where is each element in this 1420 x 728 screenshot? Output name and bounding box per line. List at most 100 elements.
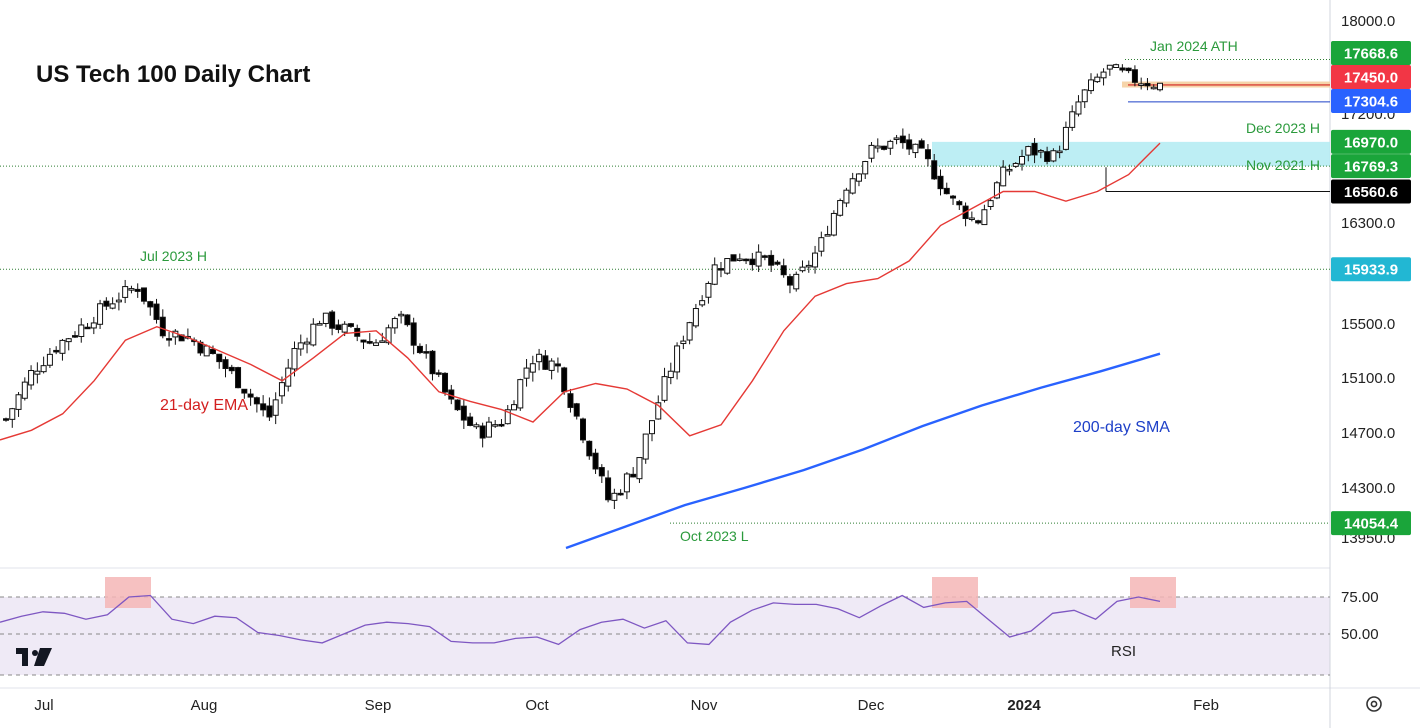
candle-down — [786, 276, 793, 286]
candle-up — [1100, 71, 1107, 79]
candle-down — [260, 403, 267, 411]
candle-up — [511, 404, 518, 411]
candle-down — [266, 405, 273, 418]
candle-down — [1031, 142, 1038, 156]
candle-up — [97, 303, 104, 325]
candle-up — [316, 323, 323, 326]
candle-up — [968, 217, 975, 221]
candle-up — [1069, 111, 1076, 128]
overbought-box-3 — [1130, 577, 1176, 608]
price-badge-label: 16970.0 — [1344, 134, 1398, 151]
candle-down — [1125, 67, 1132, 72]
candle-up — [667, 370, 674, 379]
candle-down — [881, 145, 888, 150]
candle-up — [548, 360, 555, 371]
candle-down — [134, 288, 141, 292]
ann-dec-h: Dec 2023 H — [1246, 120, 1320, 136]
gear-icon[interactable] — [1366, 696, 1382, 712]
candle-up — [623, 473, 630, 493]
candle-down — [561, 367, 568, 393]
candle-down — [730, 254, 737, 262]
price-badge-bg — [1331, 41, 1411, 65]
price-badge-bg — [1331, 179, 1411, 204]
candle-down — [617, 492, 624, 496]
ema-21-line — [0, 142, 1161, 441]
candle-down — [147, 301, 154, 308]
candle-up — [304, 341, 311, 345]
candle-up — [1157, 82, 1163, 91]
candle-up — [278, 382, 285, 397]
price-badge: 17450.0 — [1331, 65, 1411, 89]
candle-up — [485, 421, 492, 438]
candle-up — [799, 266, 806, 272]
candle-up — [849, 178, 856, 194]
ann-rsi: RSI — [1111, 643, 1136, 660]
rsi-line — [0, 594, 1161, 646]
candle-up — [611, 492, 618, 501]
candle-down — [931, 160, 938, 180]
candle-up — [661, 376, 668, 401]
overbought-box-1 — [105, 577, 151, 608]
candle-up — [755, 251, 762, 267]
candle-up — [855, 173, 862, 182]
candle-up — [341, 323, 348, 333]
candle-up — [1138, 83, 1145, 86]
candle-up — [297, 342, 304, 350]
rsi-pane — [0, 577, 1330, 676]
time-tick: 2024 — [1007, 697, 1041, 714]
candle-down — [1131, 69, 1138, 83]
price-badge-label: 17450.0 — [1344, 70, 1398, 87]
price-badge-label: 14054.4 — [1344, 516, 1399, 533]
candle-down — [209, 348, 216, 355]
candle-down — [567, 393, 574, 408]
candle-down — [749, 258, 756, 266]
candle-down — [479, 425, 486, 439]
candle-up — [843, 189, 850, 204]
candle-up — [830, 212, 837, 236]
candle-up — [517, 379, 524, 409]
candle-up — [1037, 150, 1044, 153]
time-tick: Oct — [525, 697, 549, 714]
candle-up — [310, 323, 317, 346]
resistance-zone — [932, 141, 1330, 167]
candle-up — [385, 327, 392, 344]
candle-down — [899, 135, 906, 144]
candle-down — [222, 359, 229, 370]
price-badge-bg — [1331, 257, 1411, 282]
candle-down — [360, 339, 367, 343]
ann-sma: 200-day SMA — [1073, 419, 1170, 436]
candle-down — [467, 416, 474, 426]
candle-up — [398, 313, 405, 317]
rsi-tick: 75.00 — [1341, 589, 1379, 606]
candle-down — [329, 311, 336, 329]
price-badge-bg — [1331, 511, 1411, 536]
price-badges: 17668.6 17450.0 17304.6 16970.0 16769.3 16560… — [1331, 41, 1411, 536]
candle-up — [473, 424, 480, 428]
candle-up — [887, 140, 894, 149]
candle-up — [90, 322, 97, 329]
price-badge: 17668.6 — [1331, 41, 1411, 65]
candle-up — [379, 340, 386, 343]
candle-up — [805, 264, 812, 268]
overbought-box-2 — [932, 577, 978, 608]
candle-down — [554, 363, 561, 367]
price-tick: 14700.0 — [1341, 425, 1395, 442]
candle-up — [21, 381, 28, 399]
candle-down — [228, 366, 235, 372]
price-badge: 14054.4 — [1331, 511, 1411, 536]
candle-up — [1019, 156, 1026, 165]
time-tick: Feb — [1193, 697, 1219, 714]
candle-up — [868, 144, 875, 159]
candle-down — [950, 195, 957, 199]
candle-up — [686, 322, 693, 341]
candle-down — [605, 477, 612, 501]
candle-down — [216, 353, 223, 363]
candle-down — [937, 175, 944, 190]
candle-up — [1088, 79, 1095, 92]
candle-up — [981, 209, 988, 226]
candle-up — [642, 433, 649, 460]
candle-up — [322, 312, 329, 324]
candle-up — [115, 299, 122, 303]
candle-up — [1006, 168, 1013, 172]
